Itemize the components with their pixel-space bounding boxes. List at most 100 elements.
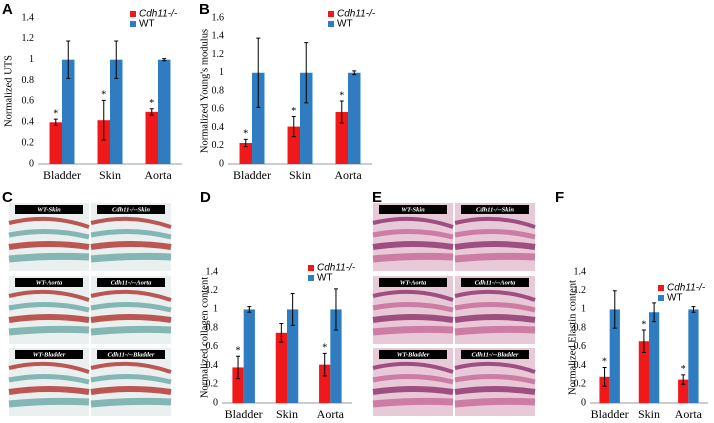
panel-label: B <box>199 1 210 18</box>
tissue <box>8 301 90 313</box>
bar <box>335 111 348 164</box>
tissue <box>454 325 536 336</box>
tissue <box>454 241 536 250</box>
bar <box>649 312 660 403</box>
bar <box>319 364 331 403</box>
tissue <box>372 314 454 323</box>
image-label: Cdh11-/--Skin <box>112 206 150 213</box>
tissue <box>454 216 536 229</box>
bar <box>62 59 75 164</box>
y-axis-label: Normalized UTS <box>3 55 14 127</box>
tissue <box>454 386 536 395</box>
bar <box>348 72 361 164</box>
significance: * <box>243 129 248 140</box>
y-tick-label: 0.8 <box>22 75 35 86</box>
x-tick-label: Skin <box>99 168 121 182</box>
image-label-bg <box>379 278 447 287</box>
tissue <box>372 252 454 263</box>
panel-label: D <box>200 189 211 206</box>
bar <box>688 309 699 403</box>
error-bar <box>291 116 296 138</box>
image-label: WT-Skin <box>37 206 61 213</box>
bar <box>239 143 252 164</box>
image-label-bg <box>379 205 447 214</box>
tissue <box>8 228 90 240</box>
legend-label: Cdh11-/- <box>317 263 356 274</box>
legend-label: WT <box>139 19 155 30</box>
bar <box>287 126 300 164</box>
y-tick-label: 1.4 <box>574 266 587 277</box>
error-bar <box>602 366 607 387</box>
y-tick-label: 1.4 <box>212 31 225 42</box>
tissue <box>90 241 172 250</box>
tissue <box>90 252 172 263</box>
tissue <box>90 314 172 323</box>
legend-label: WT <box>317 273 333 284</box>
panel-label: E <box>372 189 382 206</box>
bar <box>638 341 649 403</box>
y-tick-label: 0.2 <box>574 379 587 390</box>
legend-label: Cdh11-/- <box>667 283 706 294</box>
image-label: WT-Skin <box>401 206 425 213</box>
error-bar <box>691 306 696 313</box>
y-tick-label: 0.2 <box>212 140 225 151</box>
bar <box>145 111 158 164</box>
y-tick-label: 1.2 <box>206 285 219 296</box>
y-tick-label: 0 <box>581 397 586 408</box>
x-tick-label: Skin <box>289 168 311 182</box>
x-tick-label: Bladder <box>43 168 81 182</box>
y-tick-label: 0 <box>213 397 218 408</box>
y-tick-label: 0.4 <box>574 360 587 371</box>
tissue <box>372 361 454 374</box>
panel-label: A <box>2 1 13 18</box>
tissue <box>454 228 536 240</box>
error-bar <box>641 329 646 353</box>
y-tick-label: 0.6 <box>22 96 35 107</box>
tissue <box>372 301 454 313</box>
tissue <box>8 386 90 395</box>
bar <box>287 309 299 403</box>
error-bar <box>652 302 657 323</box>
significance: * <box>236 346 241 357</box>
y-tick-label: 0.6 <box>206 341 219 352</box>
x-tick-label: Skin <box>276 407 298 421</box>
tissue <box>8 241 90 250</box>
error-bar <box>247 306 252 313</box>
tissue <box>90 361 172 374</box>
y-tick-label: 0 <box>219 158 224 169</box>
error-bar <box>333 288 338 331</box>
y-tick-label: 1.2 <box>212 49 225 60</box>
legend-label: WT <box>667 293 683 304</box>
image-label: WT-Aorta <box>36 279 63 286</box>
tissue <box>8 361 90 374</box>
y-tick-label: 0.2 <box>22 137 35 148</box>
bar <box>300 72 313 164</box>
image-label-bg <box>97 205 165 214</box>
y-tick-label: 0.8 <box>212 85 225 96</box>
image-label: Cdh11-/--Bladder <box>472 351 519 358</box>
tissue <box>8 289 90 302</box>
image-label: WT-Bladder <box>397 351 430 358</box>
tissue <box>8 325 90 336</box>
tissue <box>454 361 536 374</box>
tissue <box>454 314 536 323</box>
tissue <box>90 386 172 395</box>
x-tick-label: Aorta <box>675 407 703 421</box>
bar <box>243 309 255 403</box>
legend-swatch <box>328 21 334 27</box>
image-label: Cdh11-/--Aorta <box>111 279 153 286</box>
x-tick-label: Aorta <box>317 407 345 421</box>
image-label-bg <box>15 350 83 359</box>
x-tick-label: Aorta <box>334 168 362 182</box>
tissue <box>454 252 536 263</box>
error-bar <box>352 70 357 76</box>
error-bar <box>322 352 327 377</box>
significance: * <box>602 357 607 368</box>
x-tick-label: Aorta <box>144 168 172 182</box>
significance: * <box>53 108 58 119</box>
tissue <box>454 301 536 313</box>
image-label-bg <box>97 350 165 359</box>
bar <box>158 59 171 164</box>
bar <box>97 120 110 164</box>
y-tick-label: 1 <box>219 67 224 78</box>
